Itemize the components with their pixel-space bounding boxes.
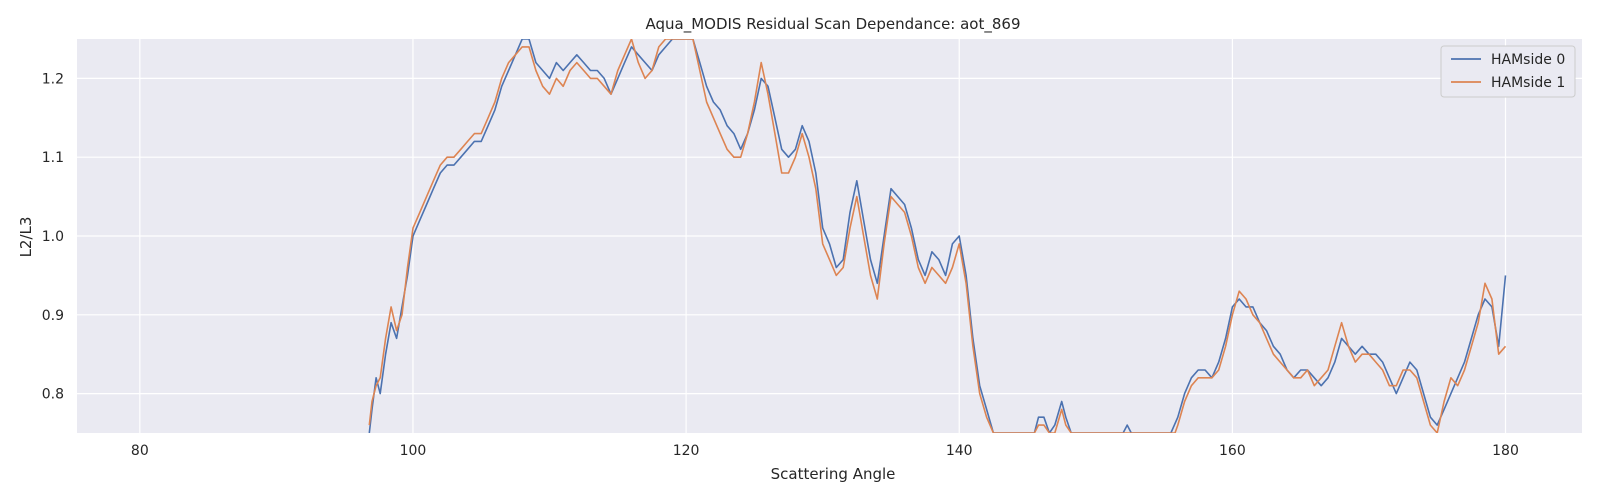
x-tick-label: 160 [1219,443,1246,459]
x-tick-label: 80 [131,443,149,459]
y-axis-ticks: 0.8 0.9 1.0 1.1 1.2 [42,71,64,402]
chart-title: Aqua_MODIS Residual Scan Dependance: aot… [645,15,1020,34]
y-tick-label: 1.1 [42,150,64,166]
y-tick-label: 0.9 [42,308,64,324]
series-line-hamside-1 [368,39,1507,433]
x-axis-label: Scattering Angle [771,465,896,483]
y-tick-label: 0.8 [42,387,64,403]
legend: HAMside 0 HAMside 1 [1440,45,1576,98]
legend-label-hamside-0: HAMside 0 [1491,52,1565,68]
x-tick-label: 120 [673,443,700,459]
series-line-hamside-0 [368,39,1507,433]
grid-lines [77,39,1582,433]
legend-label-hamside-1: HAMside 1 [1491,75,1565,91]
y-tick-label: 1.0 [42,229,64,245]
x-tick-label: 100 [400,443,427,459]
y-axis-label: L2/L3 [17,217,35,258]
series-layer [368,39,1507,433]
x-tick-label: 180 [1492,443,1519,459]
y-tick-label: 1.2 [42,71,64,87]
x-axis-ticks: 80 100 120 140 160 180 [131,443,1519,459]
x-tick-label: 140 [946,443,973,459]
